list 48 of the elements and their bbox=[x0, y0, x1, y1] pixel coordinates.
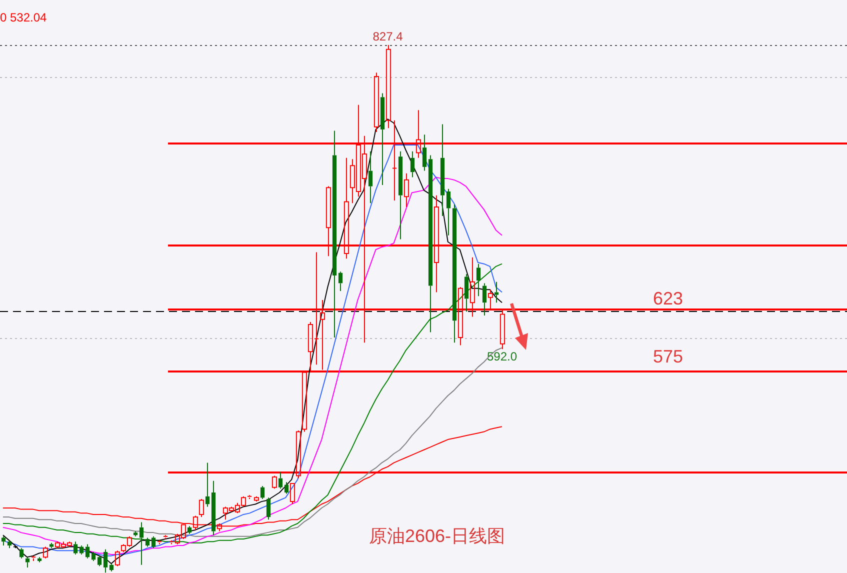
candlestick bbox=[139, 522, 144, 566]
candlestick bbox=[205, 462, 210, 508]
annotation: 0 532.04 bbox=[0, 10, 48, 24]
ref-line-label: 623 bbox=[652, 288, 684, 308]
candlestick bbox=[404, 172, 410, 208]
annotation: 592.0 bbox=[486, 349, 518, 364]
candlestick bbox=[482, 282, 487, 316]
candlestick bbox=[440, 124, 445, 217]
candlestick bbox=[260, 486, 265, 500]
candlestick bbox=[133, 530, 138, 537]
candlestick bbox=[422, 134, 427, 172]
candlestick bbox=[156, 541, 162, 545]
candlestick bbox=[37, 556, 42, 563]
candlestick bbox=[85, 544, 90, 559]
candlestick bbox=[162, 536, 168, 540]
candlestick bbox=[398, 150, 403, 240]
candlestick bbox=[410, 150, 415, 178]
candlestick bbox=[25, 556, 30, 568]
text: 原油2606-日线图 bbox=[368, 526, 506, 546]
candlestick bbox=[12, 544, 18, 548]
candlestick bbox=[211, 480, 216, 536]
candlestick bbox=[91, 551, 96, 562]
candlestick bbox=[187, 526, 192, 534]
candlestick bbox=[464, 274, 469, 312]
annotation: 827.4 bbox=[372, 29, 404, 44]
candlestick bbox=[284, 482, 289, 494]
candlestick bbox=[109, 563, 114, 572]
candlestick bbox=[476, 263, 481, 297]
candlestick bbox=[1, 536, 6, 546]
candlestick bbox=[386, 44, 392, 129]
candlestick bbox=[452, 204, 457, 344]
candlestick bbox=[494, 281, 499, 304]
candlestick bbox=[338, 271, 343, 292]
ref-line-label: 575 bbox=[652, 346, 684, 366]
candlestick bbox=[374, 72, 380, 133]
candlestick bbox=[79, 544, 84, 556]
candlestick bbox=[332, 130, 337, 338]
candlestick bbox=[446, 188, 451, 236]
candlestick bbox=[428, 154, 433, 333]
candlestick bbox=[103, 548, 108, 573]
candlestick bbox=[19, 548, 24, 559]
candlestick bbox=[73, 541, 78, 556]
candlestick bbox=[266, 497, 271, 520]
candlestick bbox=[278, 471, 283, 490]
candlestick bbox=[145, 537, 150, 548]
candlestick bbox=[368, 150, 373, 204]
candlestick bbox=[246, 496, 252, 500]
candlestick bbox=[380, 92, 385, 186]
